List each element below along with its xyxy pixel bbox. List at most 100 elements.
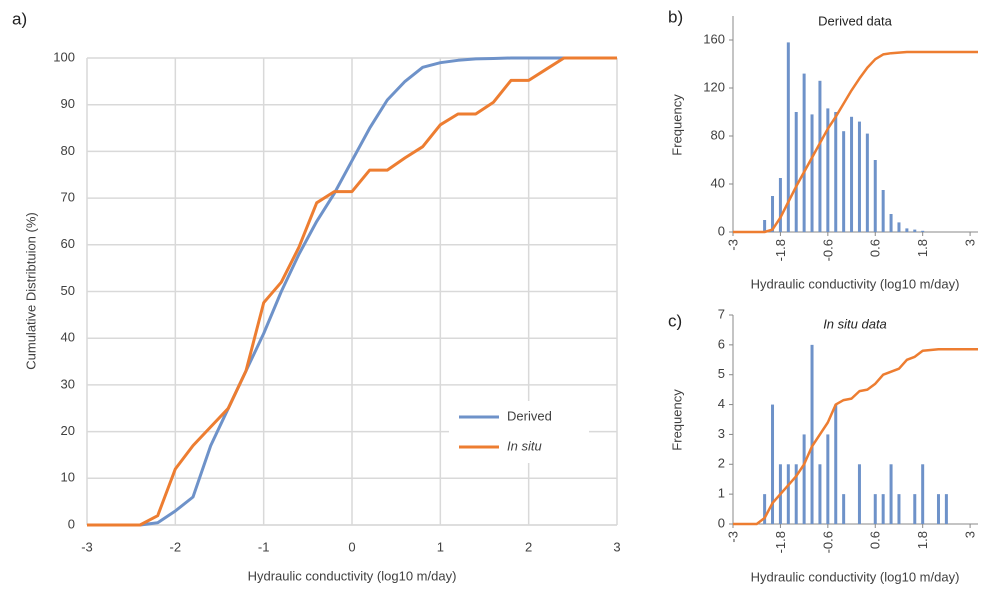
y-tick-label: 100 xyxy=(53,49,75,64)
bar xyxy=(857,121,861,232)
panel: c) In situ data Hydraulic conductivity (lo… xyxy=(668,306,978,584)
cumulative-line xyxy=(733,348,978,526)
chart-title: In situ data xyxy=(823,316,887,331)
x-tick-label: 3 xyxy=(963,531,978,538)
y-tick-label: 4 xyxy=(718,396,725,411)
x-tick-label: 0.6 xyxy=(868,239,883,257)
bar xyxy=(786,464,790,524)
bar xyxy=(913,494,917,524)
bar xyxy=(771,404,775,524)
y-tick-label: 0 xyxy=(68,516,75,531)
bar xyxy=(786,42,790,233)
x-axis-label: Hydraulic conductivity (log10 m/day) xyxy=(751,276,960,291)
data-line xyxy=(87,56,617,527)
bar xyxy=(921,230,925,232)
y-tick-label: 0 xyxy=(718,223,725,238)
x-tick-label: -1.8 xyxy=(773,531,788,553)
y-axis-label: Cumulative Distribtuion (%) xyxy=(23,212,38,370)
x-tick-label: -1 xyxy=(258,539,270,554)
bar xyxy=(794,112,798,232)
bar xyxy=(936,494,940,524)
x-tick-label: -1.8 xyxy=(773,239,788,261)
bar xyxy=(842,131,846,232)
bar xyxy=(913,229,917,232)
bar xyxy=(802,434,806,524)
y-tick-label: 40 xyxy=(711,175,725,190)
bar xyxy=(826,434,830,524)
y-tick-label: 10 xyxy=(61,470,75,485)
bar xyxy=(802,73,806,232)
x-tick-label: 1 xyxy=(437,539,444,554)
y-tick-label: 160 xyxy=(703,31,725,46)
y-tick-label: 50 xyxy=(61,283,75,298)
bar xyxy=(865,133,869,232)
x-tick-label: 3 xyxy=(613,539,620,554)
chart-title: Derived data xyxy=(818,13,892,28)
x-tick-label: -3 xyxy=(725,531,740,543)
data-line xyxy=(87,56,617,527)
x-tick-label: 1.8 xyxy=(915,239,930,257)
x-tick-label: 1.8 xyxy=(915,531,930,549)
bar xyxy=(905,228,909,232)
bar xyxy=(873,160,877,232)
x-tick-label: 3 xyxy=(963,239,978,246)
bar xyxy=(881,190,885,232)
x-tick-label: -0.6 xyxy=(820,239,835,261)
bar xyxy=(897,494,901,524)
y-tick-label: 40 xyxy=(61,330,75,345)
bar xyxy=(873,494,877,524)
x-axis-label: Hydraulic conductivity (log10 m/day) xyxy=(248,568,457,583)
y-tick-label: 70 xyxy=(61,190,75,205)
legend-label: In situ xyxy=(507,438,542,453)
legend-label: Derived xyxy=(507,408,552,423)
bar xyxy=(921,464,925,524)
bar xyxy=(889,214,893,232)
y-tick-label: 1 xyxy=(718,486,725,501)
x-tick-label: -3 xyxy=(725,239,740,251)
bar xyxy=(763,494,767,524)
x-tick-label: -3 xyxy=(81,539,93,554)
y-tick-label: 30 xyxy=(61,376,75,391)
bar xyxy=(857,464,861,524)
bar xyxy=(794,464,798,524)
y-tick-label: 0 xyxy=(718,515,725,530)
x-tick-label: 0.6 xyxy=(868,531,883,549)
y-tick-label: 90 xyxy=(61,96,75,111)
bar xyxy=(889,464,893,524)
panel-letter: b) xyxy=(668,7,683,26)
x-tick-label: 2 xyxy=(525,539,532,554)
x-axis-label: Hydraulic conductivity (log10 m/day) xyxy=(751,569,960,584)
bar xyxy=(771,196,775,232)
cumulative-line xyxy=(733,50,978,234)
y-axis-label: Frequency xyxy=(669,94,684,156)
panel-letter: a) xyxy=(12,9,27,28)
bar xyxy=(810,114,814,232)
panel: b) Derived data Hydraulic conductivity (lo… xyxy=(668,7,978,291)
bar xyxy=(834,112,838,232)
y-tick-label: 6 xyxy=(718,336,725,351)
panel-letter: c) xyxy=(668,311,682,330)
x-tick-label: -0.6 xyxy=(820,531,835,553)
bar xyxy=(842,494,846,524)
legend-box xyxy=(449,401,589,463)
bar xyxy=(944,494,948,524)
y-tick-label: 5 xyxy=(718,366,725,381)
y-tick-label: 7 xyxy=(718,306,725,321)
bar xyxy=(897,222,901,232)
y-tick-label: 80 xyxy=(61,143,75,158)
bar xyxy=(818,464,822,524)
y-tick-label: 60 xyxy=(61,236,75,251)
y-axis-label: Frequency xyxy=(669,389,684,451)
y-tick-label: 3 xyxy=(718,426,725,441)
bar xyxy=(763,220,767,232)
x-tick-label: -2 xyxy=(170,539,182,554)
y-tick-label: 20 xyxy=(61,423,75,438)
panel: a) Hydraulic conductivity (log10 m/day) Cu… xyxy=(12,9,621,583)
y-tick-label: 2 xyxy=(718,456,725,471)
y-tick-label: 120 xyxy=(703,79,725,94)
bar xyxy=(810,344,814,524)
x-tick-label: 0 xyxy=(348,539,355,554)
bar xyxy=(826,108,830,232)
